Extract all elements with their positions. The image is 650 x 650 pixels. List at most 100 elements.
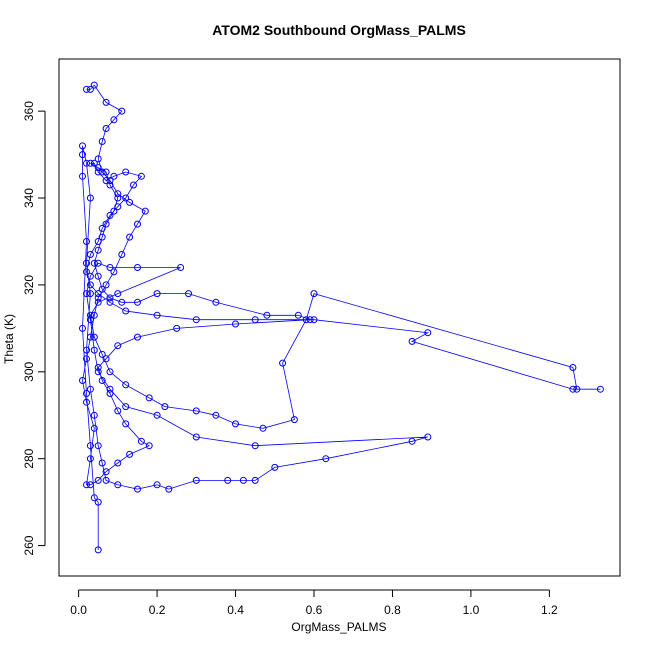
data-point — [94, 498, 102, 506]
data-point — [90, 346, 98, 354]
data-point — [126, 198, 134, 206]
data-point — [212, 411, 220, 419]
data-point — [134, 333, 141, 341]
data-point — [102, 168, 110, 176]
data-point — [98, 285, 106, 293]
data-point — [106, 177, 114, 185]
data-point — [596, 385, 604, 393]
chart-title: ATOM2 Southbound OrgMass_PALMS — [212, 22, 466, 38]
y-axis-label: Theta (K) — [2, 314, 16, 364]
data-point — [145, 442, 153, 450]
data-point — [106, 298, 114, 306]
data-point — [102, 98, 110, 106]
data-point — [94, 294, 102, 302]
data-point — [86, 290, 94, 298]
data-point — [106, 181, 114, 189]
data-point — [86, 272, 94, 280]
data-point — [114, 194, 122, 202]
data-point — [122, 381, 130, 389]
data-point — [153, 411, 161, 419]
data-point — [114, 459, 122, 467]
data-point — [192, 316, 200, 324]
y-tick-label: 280 — [22, 448, 36, 468]
data-point — [90, 159, 98, 167]
data-point — [192, 433, 200, 441]
data-point — [94, 290, 102, 298]
data-point — [94, 368, 102, 376]
x-tick-label: 0.2 — [149, 603, 166, 617]
x-tick-label: 0.8 — [384, 603, 401, 617]
data-point — [106, 264, 114, 271]
plot-frame — [58, 58, 621, 577]
data-point — [106, 211, 114, 219]
data-point — [83, 346, 90, 354]
data-point — [118, 107, 126, 115]
x-tick-label: 1.2 — [541, 603, 558, 617]
data-point — [83, 390, 90, 397]
data-point — [322, 455, 330, 463]
data-point — [102, 125, 110, 132]
data-point — [102, 281, 110, 289]
data-point — [86, 442, 94, 450]
data-point — [94, 164, 102, 172]
data-point — [141, 207, 149, 215]
data-point — [79, 151, 86, 159]
data-point — [86, 194, 94, 202]
data-point — [306, 316, 314, 324]
data-point — [102, 355, 110, 363]
data-point — [94, 259, 102, 267]
data-point — [83, 481, 90, 489]
data-point — [239, 476, 247, 484]
data-point — [98, 168, 106, 176]
data-point — [153, 481, 161, 489]
data-point — [251, 442, 259, 450]
data-point — [251, 316, 259, 324]
data-point — [83, 398, 90, 406]
data-point — [424, 433, 432, 441]
data-point — [86, 281, 94, 289]
data-point — [153, 290, 161, 298]
y-tick-label: 360 — [22, 101, 36, 121]
y-tick-label: 340 — [22, 188, 36, 208]
data-point — [569, 364, 577, 371]
data-point — [192, 407, 200, 415]
data-point — [122, 420, 130, 428]
data-point — [98, 377, 106, 384]
data-point — [94, 546, 102, 554]
data-point — [302, 316, 310, 324]
data-point — [165, 485, 173, 493]
data-point — [98, 350, 106, 358]
data-point — [90, 411, 98, 419]
y-tick-label: 260 — [22, 535, 36, 555]
data-point — [90, 311, 98, 319]
data-point — [106, 294, 114, 302]
data-point — [83, 159, 90, 167]
data-point — [134, 298, 141, 306]
data-point — [573, 385, 581, 393]
data-point — [94, 476, 102, 484]
data-point — [106, 368, 114, 376]
data-point — [83, 238, 90, 245]
data-point — [263, 311, 271, 319]
data-point — [86, 251, 94, 258]
data-point — [110, 207, 118, 215]
data-point — [86, 316, 94, 324]
data-point — [83, 268, 90, 276]
data-point — [86, 455, 94, 463]
data-point — [90, 494, 98, 502]
data-point — [110, 172, 118, 180]
data-point — [79, 172, 86, 180]
data-point — [130, 181, 137, 189]
data-point — [94, 155, 102, 163]
data-point — [94, 442, 102, 450]
data-point — [98, 138, 106, 145]
data-point — [232, 420, 239, 428]
series-layer — [79, 81, 604, 554]
data-point — [122, 194, 130, 202]
data-point — [94, 298, 102, 306]
data-point — [118, 251, 126, 258]
y-axis: 260 280 300 320 340 360 — [22, 101, 46, 556]
data-point — [79, 142, 86, 150]
data-point — [122, 403, 130, 411]
